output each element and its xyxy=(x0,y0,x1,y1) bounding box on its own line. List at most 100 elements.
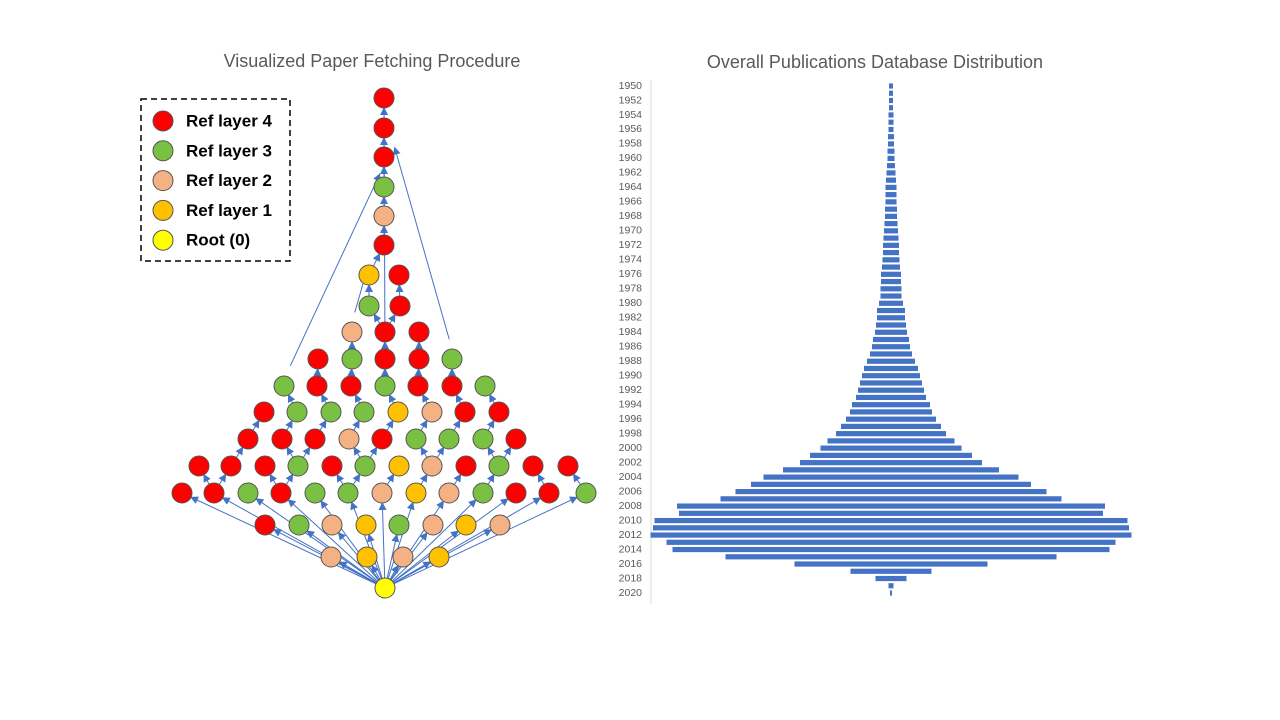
legend-label: Root (0) xyxy=(186,231,250,250)
chart-title: Overall Publications Database Distributi… xyxy=(707,52,1043,72)
node xyxy=(304,428,326,450)
y-tick-label: 1976 xyxy=(619,268,643,280)
bar xyxy=(735,489,1047,495)
bar xyxy=(883,235,899,241)
edge xyxy=(355,394,363,404)
y-tick-label: 1970 xyxy=(619,225,643,237)
node xyxy=(557,455,579,477)
legend: Ref layer 4 Ref layer 3 Ref layer 2 Ref lay… xyxy=(152,110,273,251)
node xyxy=(522,455,544,477)
node xyxy=(254,514,276,536)
bar xyxy=(887,155,895,162)
edge xyxy=(486,419,495,431)
edge xyxy=(392,530,459,583)
bar xyxy=(875,329,907,335)
y-tick-label: 1980 xyxy=(619,297,643,309)
edge xyxy=(203,473,211,485)
edge xyxy=(386,533,400,579)
node xyxy=(488,455,510,477)
bar xyxy=(850,568,932,574)
edge xyxy=(503,446,512,458)
node xyxy=(341,348,363,370)
node xyxy=(405,428,427,450)
y-tick-label: 1952 xyxy=(619,94,643,106)
node xyxy=(405,482,427,504)
y-tick-label: 2004 xyxy=(619,471,643,483)
node xyxy=(374,375,396,397)
edge xyxy=(389,564,399,580)
y-tick-label: 1964 xyxy=(619,181,643,193)
bar xyxy=(885,199,897,205)
node xyxy=(505,482,527,504)
node xyxy=(374,577,396,599)
edge xyxy=(456,394,464,404)
bar xyxy=(862,373,920,379)
edge xyxy=(289,173,381,367)
bar xyxy=(885,192,897,198)
node xyxy=(354,455,376,477)
bar xyxy=(783,467,999,473)
node xyxy=(254,455,276,477)
legend-swatch xyxy=(152,110,174,132)
y-tick-label: 1994 xyxy=(619,398,643,410)
bar xyxy=(888,126,894,133)
bar xyxy=(882,264,900,270)
bar xyxy=(880,293,902,299)
bar xyxy=(794,561,988,567)
edge xyxy=(288,394,296,404)
edge xyxy=(452,419,461,431)
y-tick-label: 1956 xyxy=(619,123,643,135)
node xyxy=(273,375,295,397)
node xyxy=(472,428,494,450)
edge xyxy=(269,473,278,485)
node xyxy=(287,455,309,477)
legend-swatch xyxy=(152,199,174,221)
y-tick-label: 1974 xyxy=(619,254,643,266)
edge xyxy=(537,473,546,485)
bar xyxy=(867,358,915,364)
bar xyxy=(882,257,900,263)
node xyxy=(489,514,511,536)
bar xyxy=(876,322,906,328)
bar xyxy=(877,307,905,314)
node xyxy=(373,87,395,109)
bar xyxy=(827,438,955,444)
edge xyxy=(285,419,293,431)
y-tick-label: 1986 xyxy=(619,341,643,353)
node xyxy=(321,455,343,477)
bar xyxy=(872,344,910,350)
node xyxy=(438,482,460,504)
bar xyxy=(879,300,903,306)
legend-label: Ref layer 1 xyxy=(186,201,272,220)
edge xyxy=(218,473,227,485)
node xyxy=(373,117,395,139)
bar xyxy=(883,249,899,256)
node xyxy=(341,321,363,343)
edge xyxy=(286,446,295,458)
y-tick-label: 2002 xyxy=(619,456,643,468)
legend-label: Ref layer 3 xyxy=(186,141,272,160)
edge xyxy=(338,561,377,584)
edge xyxy=(436,446,445,458)
node xyxy=(306,375,328,397)
bar xyxy=(856,394,926,401)
y-tick-label: 1958 xyxy=(619,138,643,150)
edge xyxy=(386,473,395,485)
bar xyxy=(763,474,1019,480)
edge xyxy=(486,473,495,485)
node xyxy=(408,321,430,343)
bar xyxy=(875,575,907,582)
y-tick-label: 2018 xyxy=(619,572,643,584)
y-tick-label: 1968 xyxy=(619,210,643,222)
legend-label: Ref layer 4 xyxy=(186,111,273,130)
edge xyxy=(372,253,380,267)
edge xyxy=(353,446,362,458)
edge xyxy=(378,501,387,579)
y-tick-label: 1966 xyxy=(619,196,643,208)
edge xyxy=(255,498,378,583)
edge xyxy=(306,530,378,583)
node xyxy=(286,401,308,423)
edge xyxy=(388,313,396,324)
bar xyxy=(888,119,894,125)
